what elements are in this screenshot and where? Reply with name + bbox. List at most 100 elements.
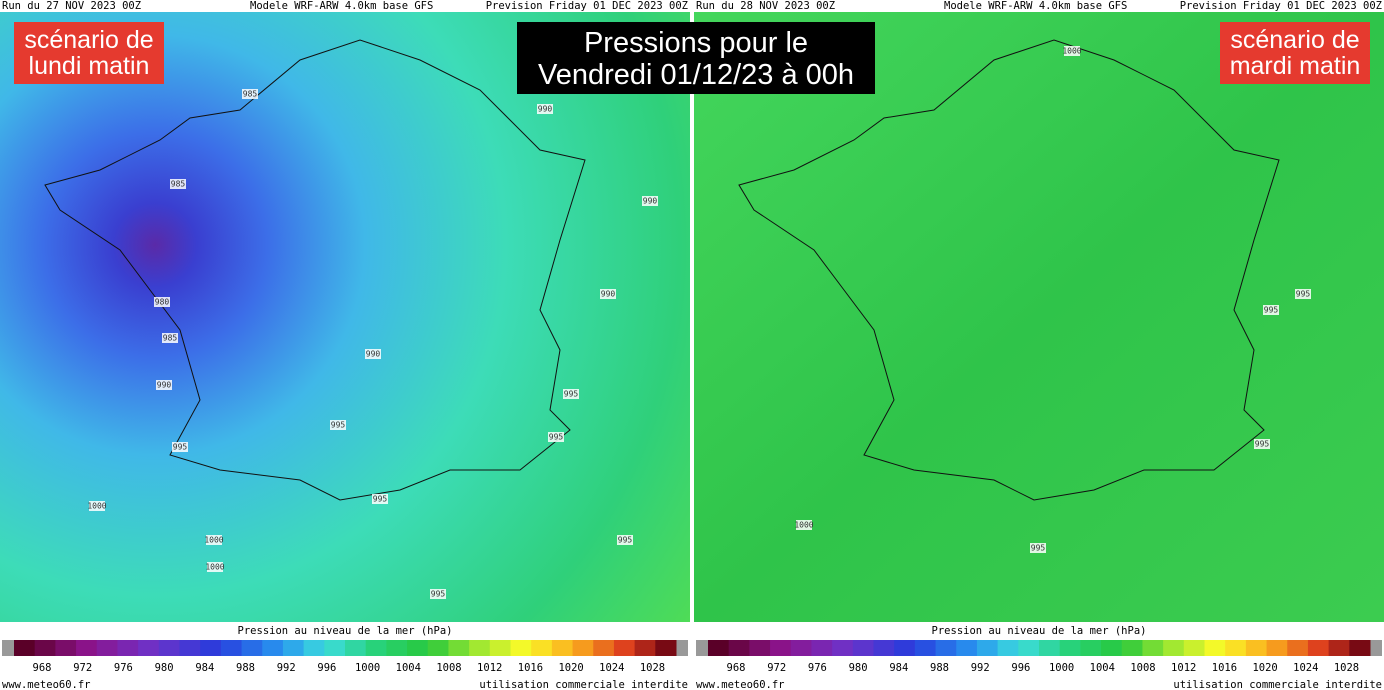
colorbar-swatch [1287, 640, 1309, 656]
isobar-label-bg [1295, 289, 1311, 299]
isobar-label: 1000 [794, 521, 813, 530]
scale-label: 1000 [1049, 662, 1074, 674]
colorbar-swatch [1163, 640, 1185, 656]
scale-label: 1000 [355, 662, 380, 674]
colorbar-swatch [386, 640, 408, 656]
colorbar-end [2, 640, 14, 656]
colorbar-swatch [976, 640, 999, 656]
isobar-label: 990 [538, 105, 553, 114]
colorbar-swatch [407, 640, 429, 656]
isobar-label-bg [1263, 305, 1279, 315]
isobar-label-bg [537, 104, 553, 114]
scenario-line: scénario de [24, 26, 153, 54]
colorbar-swatch [241, 640, 263, 656]
scale-label: 976 [808, 662, 827, 674]
notice-label: utilisation commerciale interdite [1173, 679, 1382, 690]
isobar-label-bg [207, 562, 223, 572]
scale-label: 1016 [518, 662, 543, 674]
colorbar-swatch [1204, 640, 1226, 656]
colorbar-swatch [1266, 640, 1288, 656]
colorbar-swatch [728, 640, 750, 656]
isobar-label: 985 [243, 90, 258, 99]
scale-label: 1004 [396, 662, 421, 674]
colorbar-swatch [531, 640, 553, 656]
isobar-label-bg [796, 520, 812, 530]
colorbar-swatch [1121, 640, 1143, 656]
colorbar-swatch [572, 640, 594, 656]
colorbar-swatch [1018, 640, 1040, 656]
scale-label: 1012 [477, 662, 502, 674]
scale-label: 1008 [436, 662, 461, 674]
colorbar-swatch [708, 640, 730, 656]
colorbar-swatch [551, 640, 574, 656]
model-label: Modele WRF-ARW 4.0km base GFS [250, 0, 433, 12]
scale-label: 1016 [1212, 662, 1237, 674]
scale-label: 1024 [599, 662, 624, 674]
colorbar-swatch [345, 640, 367, 656]
colorbar-swatch [324, 640, 346, 656]
coastlines [44, 39, 1280, 501]
isobar-label: 985 [171, 180, 186, 189]
colorbar-swatch [489, 640, 511, 656]
colorbar-swatch [749, 640, 771, 656]
scale-label: 1028 [1334, 662, 1359, 674]
isobar-label: 995 [1255, 440, 1270, 449]
colorbar-swatch [811, 640, 833, 656]
colorbar-swatch [282, 640, 305, 656]
scale-label: 968 [33, 662, 52, 674]
colorbar-swatch [200, 640, 222, 656]
isobar-label-bg [1030, 543, 1046, 553]
colorbar-swatch [262, 640, 284, 656]
scale-label: 980 [155, 662, 174, 674]
header-bar [0, 0, 690, 12]
isobar-label: 990 [643, 197, 658, 206]
isobar-label: 990 [601, 290, 616, 299]
isobar-label-bg [617, 535, 633, 545]
isobar-label-bg [242, 89, 258, 99]
colorbar-swatch [76, 640, 98, 656]
colorbar-swatch [303, 640, 325, 656]
colorbar-swatch [956, 640, 978, 656]
scale-label: 1024 [1293, 662, 1318, 674]
colorbar-swatch [1328, 640, 1350, 656]
notice-label: utilisation commerciale interdite [479, 679, 688, 690]
colorbar-swatch [770, 640, 792, 656]
colorbar-swatch [1349, 640, 1371, 656]
isobar-label-bg [154, 297, 170, 307]
title-line: Vendredi 01/12/23 à 00h [538, 59, 854, 91]
scale-label: 972 [73, 662, 92, 674]
colorbar-swatch [448, 640, 470, 656]
isobar-label: 1000 [205, 563, 224, 572]
isobar-label-bg [600, 289, 616, 299]
isobar-label-bg [1064, 46, 1080, 56]
scale-label: 992 [277, 662, 296, 674]
isobar-label-bg [170, 179, 186, 189]
colorbar-swatch [1039, 640, 1061, 656]
isobar-label: 995 [431, 590, 446, 599]
isobar-label-bg [548, 432, 564, 442]
scenario-line: mardi matin [1230, 52, 1361, 80]
colorbar-swatch [1307, 640, 1330, 656]
colorbar-swatch [14, 640, 36, 656]
colorbar-swatch [852, 640, 874, 656]
forecast-label: Prevision Friday 01 DEC 2023 00Z [1180, 0, 1382, 12]
colorbar-swatch [469, 640, 491, 656]
scale-label: 972 [767, 662, 786, 674]
title-box [517, 22, 875, 94]
colorbar-swatch [55, 640, 77, 656]
isobar-label: 990 [366, 350, 381, 359]
colorbar-swatch [34, 640, 56, 656]
map-right [694, 12, 1384, 622]
scale-label: 988 [930, 662, 949, 674]
colorbar-swatch [1101, 640, 1123, 656]
scale-label: 984 [195, 662, 214, 674]
forecast-label: Prevision Friday 01 DEC 2023 00Z [486, 0, 688, 12]
isobar-label-bg [89, 501, 105, 511]
scale-label: 980 [849, 662, 868, 674]
colorbar-swatch [138, 640, 160, 656]
colorbar-swatch [158, 640, 180, 656]
colorbar-swatch [1245, 640, 1268, 656]
isobar-label: 995 [1031, 544, 1046, 553]
colorbar-swatch [790, 640, 812, 656]
